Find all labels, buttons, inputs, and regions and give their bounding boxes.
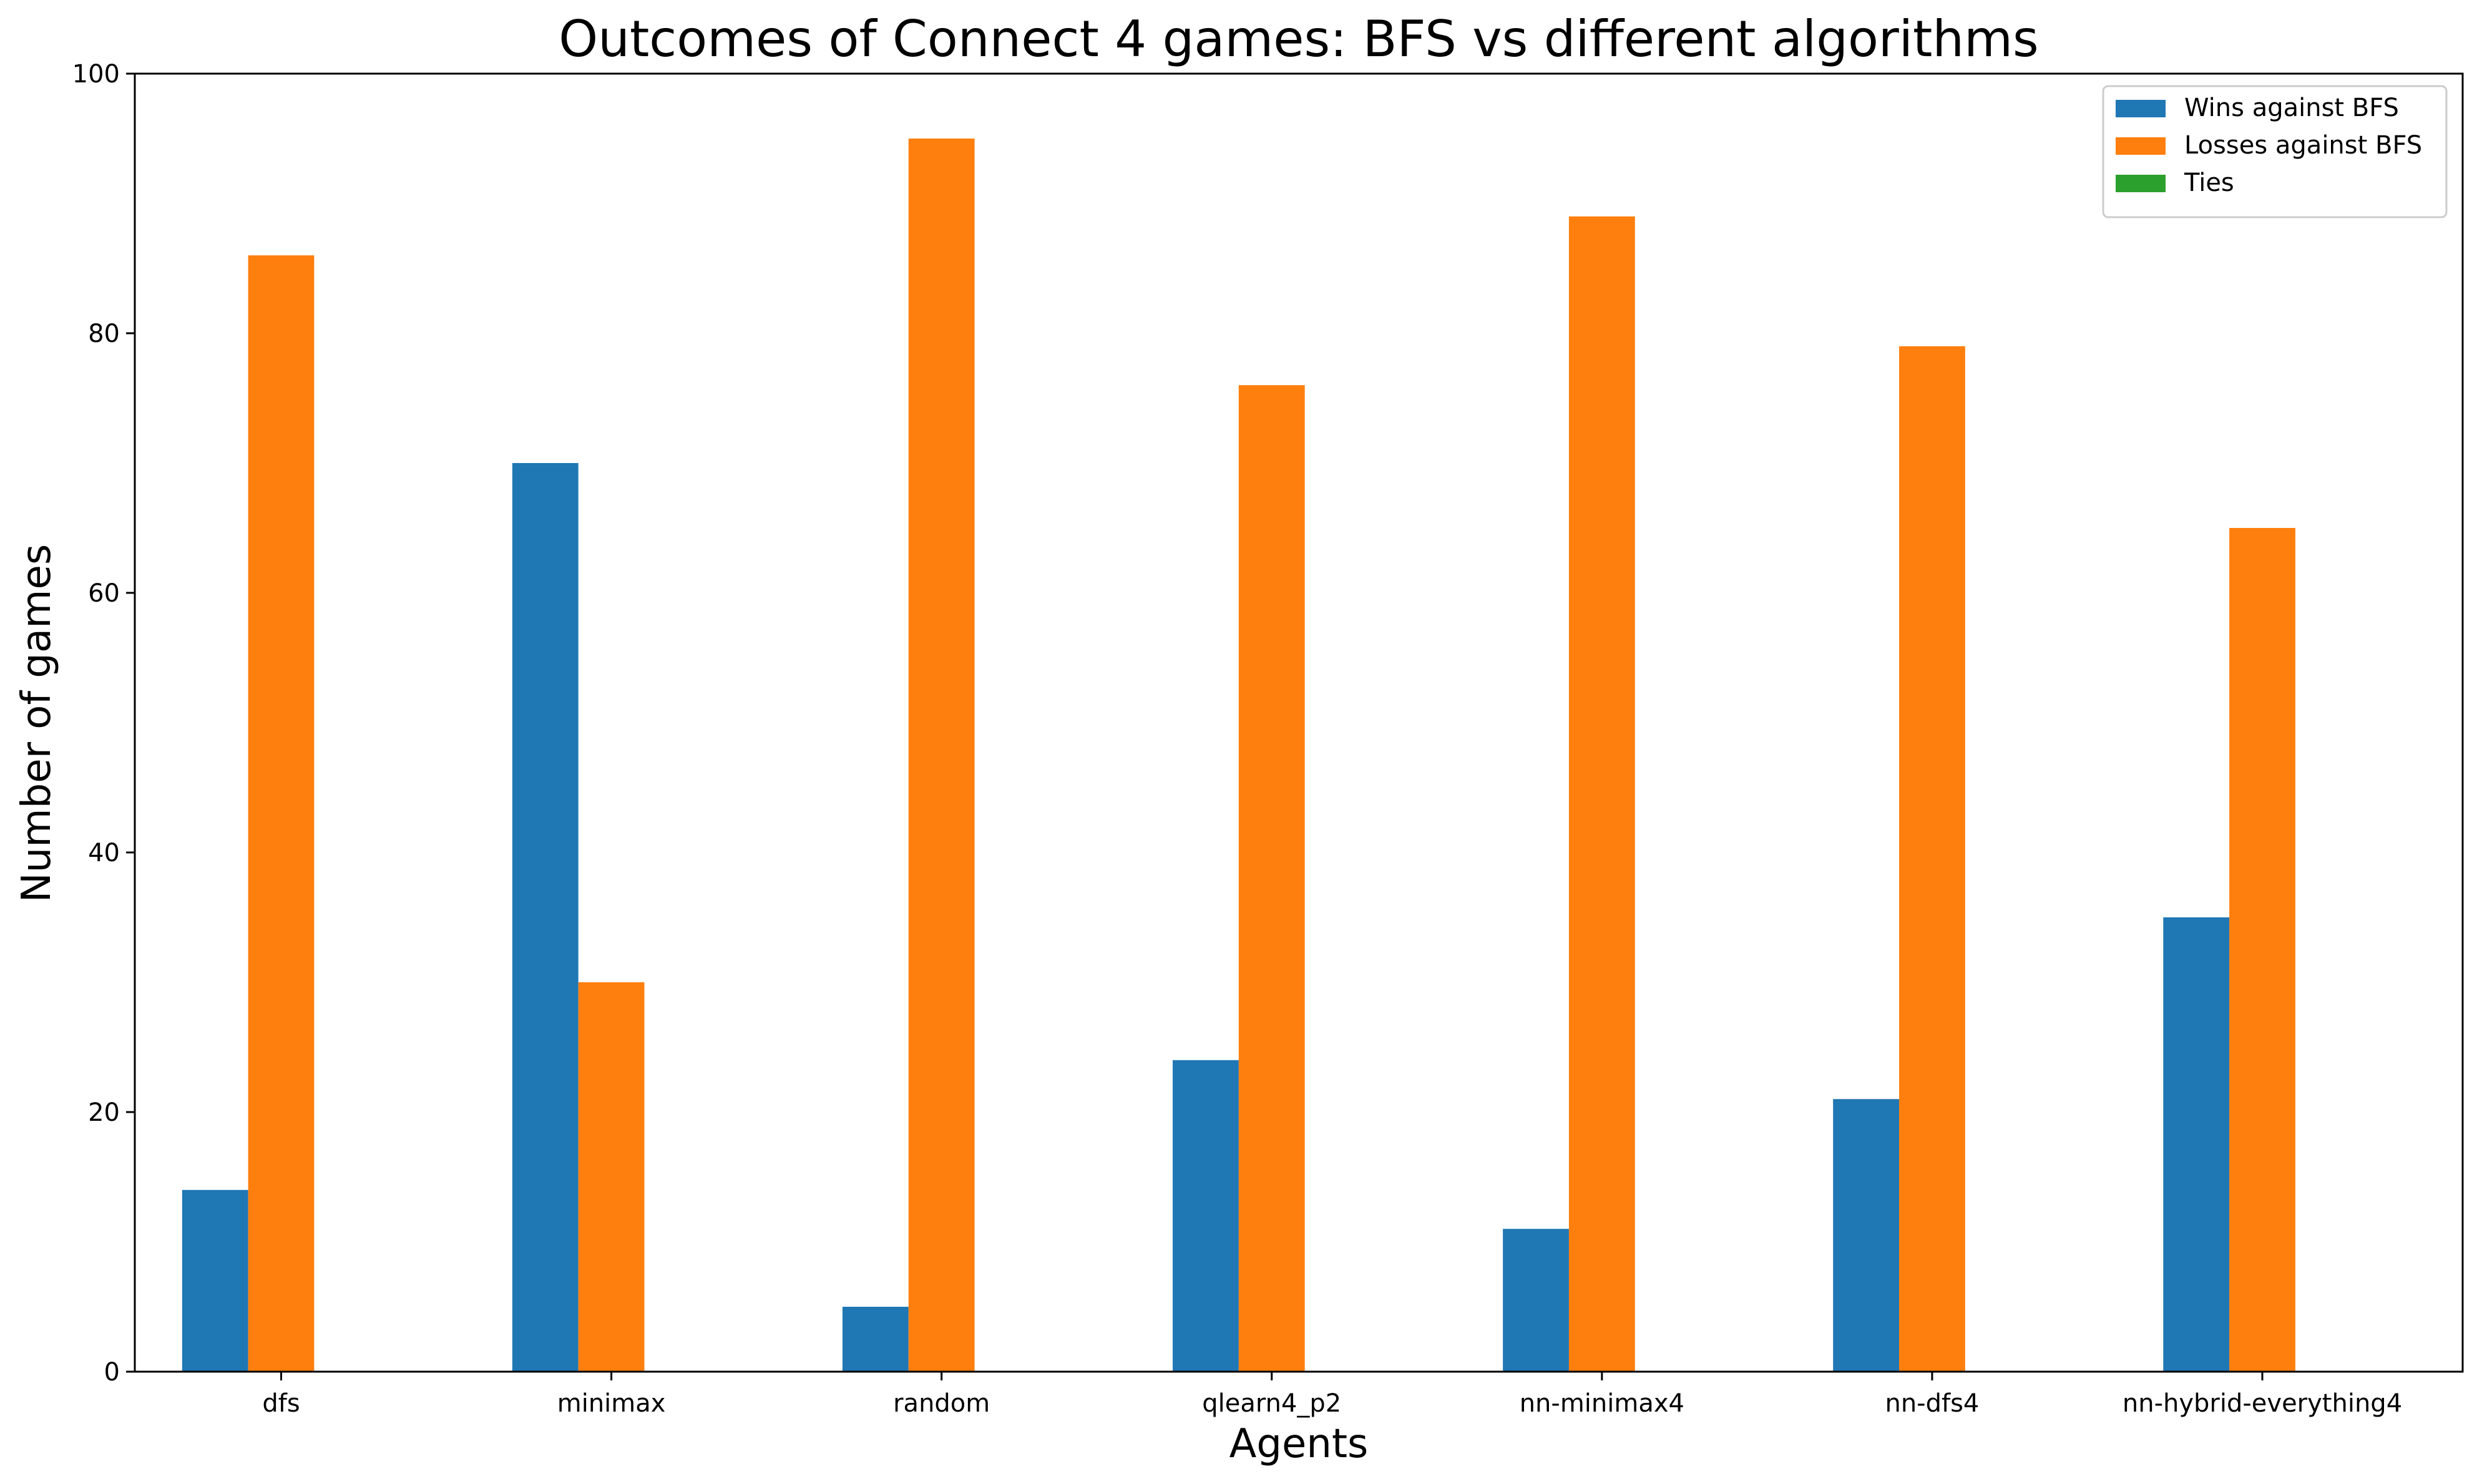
- legend-box: [2102, 85, 2448, 218]
- legend-swatch: [2116, 100, 2166, 117]
- bar-losses-against-bfs-nn-minimax4: [1568, 216, 1635, 1372]
- x-axis: dfs minimax random qlearn4_p2 nn-minimax4 nn-…: [262, 1372, 2402, 1418]
- bar-losses-against-bfs-dfs: [248, 255, 315, 1372]
- chart-title: Outcomes of Connect 4 games: BFS vs diff…: [559, 10, 2038, 68]
- bar-wins-against-bfs-random: [842, 1307, 909, 1372]
- bar-wins-against-bfs-nn-minimax4: [1503, 1229, 1569, 1372]
- bar-losses-against-bfs-random: [908, 139, 975, 1372]
- plot-frame: [134, 72, 2464, 1373]
- y-axis-label: Number of games: [14, 544, 60, 902]
- plot-area: [182, 139, 2295, 1372]
- y-tick-label: 40: [88, 839, 120, 867]
- legend-swatch: [2116, 137, 2166, 155]
- bar-wins-against-bfs-dfs: [182, 1189, 248, 1372]
- legend-swatch: [2116, 175, 2166, 192]
- bar-wins-against-bfs-minimax: [512, 463, 579, 1372]
- y-tick-label: 80: [88, 320, 120, 348]
- bar-losses-against-bfs-nn-dfs4: [1899, 346, 1965, 1372]
- y-tick-label: 100: [72, 60, 120, 89]
- legend: Wins against BFS Losses against BFS Ties: [2102, 85, 2448, 218]
- x-tick-label: nn-hybrid-everything4: [2123, 1389, 2402, 1418]
- y-tick-label: 60: [88, 579, 120, 608]
- x-tick-label: minimax: [557, 1389, 666, 1418]
- x-tick-label: dfs: [262, 1389, 300, 1418]
- x-tick-label: qlearn4_p2: [1202, 1389, 1341, 1418]
- bar-losses-against-bfs-nn-hybrid-everything4: [2229, 528, 2295, 1372]
- legend-label: Losses against BFS: [2184, 131, 2422, 160]
- bar-losses-against-bfs-minimax: [578, 982, 645, 1372]
- y-tick-label: 0: [104, 1358, 120, 1387]
- bar-wins-against-bfs-nn-hybrid-everything4: [2163, 917, 2230, 1372]
- legend-label: Wins against BFS: [2184, 94, 2399, 122]
- x-axis-label: Agents: [1229, 1421, 1369, 1467]
- x-tick-label: random: [893, 1389, 990, 1418]
- y-tick-label: 20: [88, 1098, 120, 1127]
- bar-wins-against-bfs-nn-dfs4: [1833, 1099, 1900, 1372]
- bar-losses-against-bfs-qlearn4_p2: [1238, 385, 1305, 1372]
- x-tick-label: nn-minimax4: [1520, 1389, 1684, 1418]
- x-tick-label: nn-dfs4: [1885, 1389, 1979, 1418]
- legend-label: Ties: [2184, 168, 2234, 197]
- y-axis: 0 20 40 60 80 100: [72, 60, 135, 1387]
- bar-wins-against-bfs-qlearn4_p2: [1173, 1060, 1239, 1372]
